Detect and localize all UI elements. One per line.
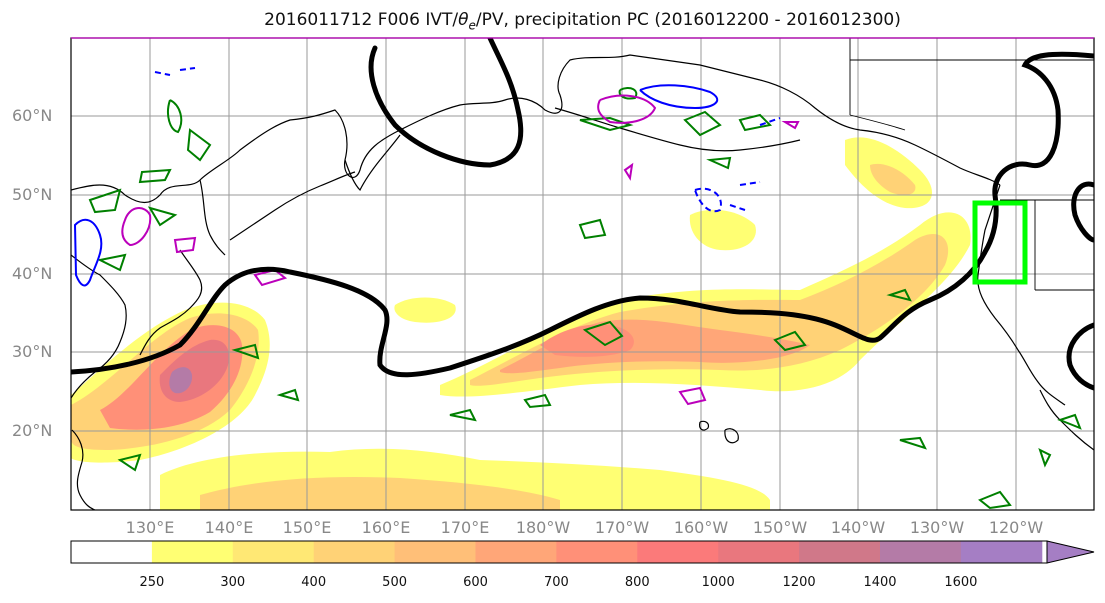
coastline-china <box>71 254 127 399</box>
lon-label: 160°E <box>361 518 411 537</box>
graticule <box>71 38 1094 510</box>
lon-label: 140°W <box>830 518 886 537</box>
chart-title: 2016011712 F006 IVT/θe/PV, precipitation… <box>264 10 901 33</box>
border-lines <box>850 59 1094 291</box>
coastline-kurils <box>229 171 356 241</box>
pv-contour <box>1066 322 1094 391</box>
lon-label: 120°W <box>988 518 1044 537</box>
lon-label: 140°E <box>204 518 254 537</box>
coastline-aleutians <box>554 107 801 152</box>
ivt-band <box>870 163 916 196</box>
coastline-philippines <box>71 429 96 510</box>
theta-e-green-contours <box>88 87 1082 510</box>
colorbar-tick-label: 500 <box>382 575 408 590</box>
target-region-box <box>972 200 1028 285</box>
lat-label: 20°N <box>12 421 53 440</box>
coastline-baja <box>1039 389 1094 451</box>
lon-label: 180°W <box>515 518 571 537</box>
coastlines <box>71 38 1094 510</box>
coastline-kamchatka <box>344 134 401 192</box>
lat-label: 50°N <box>12 185 53 204</box>
colorbar-tick-label: 1000 <box>701 575 735 590</box>
coastline-asia <box>71 54 761 204</box>
colorbar-tick-label: 1600 <box>944 575 978 590</box>
coastline-sakhalin <box>199 179 226 256</box>
pv-contour <box>1071 181 1094 243</box>
lon-label: 170°E <box>440 518 490 537</box>
lon-label: 160°W <box>673 518 729 537</box>
pv-contours <box>71 38 1094 391</box>
lon-label: 130°E <box>125 518 175 537</box>
lon-label: 150°W <box>752 518 808 537</box>
coastline-hawaii <box>699 420 710 431</box>
coastline-japan <box>139 249 203 356</box>
ivt-band <box>394 297 456 323</box>
colorbar-tick-label: 250 <box>139 575 165 590</box>
theta-e-blue-contours <box>73 67 781 287</box>
colorbar-tick-label: 700 <box>543 575 569 590</box>
colorbar-tick-label: 400 <box>301 575 327 590</box>
colorbar-tick-label: 300 <box>220 575 246 590</box>
lat-label: 30°N <box>12 342 53 361</box>
pv-contour <box>368 38 524 168</box>
coastline-hawaii <box>724 428 739 444</box>
colorbar-tick-label: 1400 <box>863 575 897 590</box>
ivt-band <box>689 209 756 251</box>
colorbar-tick-label: 600 <box>463 575 488 590</box>
lat-label: 60°N <box>12 106 53 125</box>
pv-contour <box>71 51 1094 378</box>
ivt-band <box>200 476 560 510</box>
ivt-band <box>169 367 193 394</box>
lon-label: 130°W <box>909 518 965 537</box>
colorbar-tick-label: 1200 <box>782 575 816 590</box>
coastline-alaska <box>759 79 1001 186</box>
lon-label: 150°E <box>282 518 332 537</box>
lat-label: 40°N <box>12 264 53 283</box>
coastline-na <box>977 184 1066 406</box>
lon-label: 170°W <box>594 518 650 537</box>
ivt-band <box>540 324 634 357</box>
border-lines <box>849 38 906 131</box>
colorbar-tick-label: 800 <box>624 575 650 590</box>
